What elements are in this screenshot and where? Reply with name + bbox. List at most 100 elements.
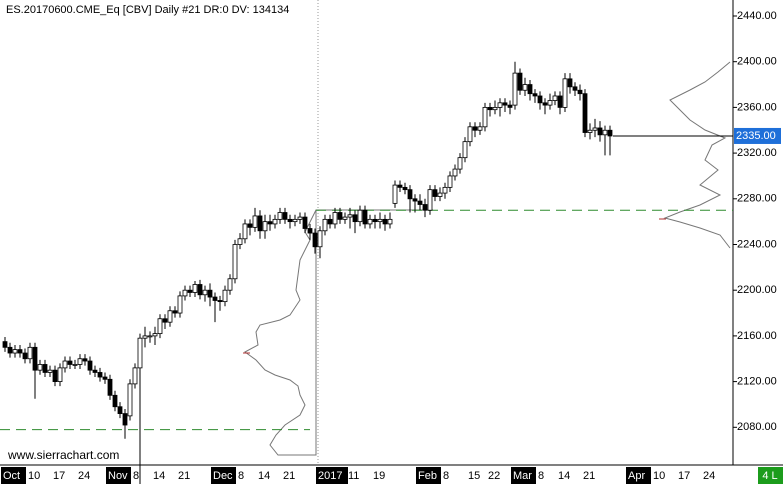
x-tick-label: 19	[373, 470, 385, 482]
candle-body	[2, 341, 8, 348]
candle-body	[192, 284, 198, 293]
month-label-box	[416, 467, 441, 484]
x-tick-label: 14	[258, 470, 270, 482]
y-tick-label: 2160.00	[737, 330, 777, 342]
candle-body	[532, 93, 538, 97]
candle-body	[407, 189, 413, 200]
x-tick-label: 14	[153, 470, 165, 482]
candle-body	[517, 72, 523, 91]
candle-body	[462, 141, 468, 159]
candle-body	[312, 232, 318, 248]
candle-body	[177, 295, 183, 314]
candle-body	[552, 95, 558, 101]
y-tick-label: 2080.00	[737, 421, 777, 433]
y-tick-label: 2440.00	[737, 10, 777, 22]
x-tick-label: 8	[443, 470, 449, 482]
candle-body	[607, 129, 613, 137]
candle-body	[327, 218, 333, 225]
candle-body	[162, 318, 168, 323]
x-tick-label: Dec	[213, 470, 233, 482]
candle-body	[347, 214, 353, 218]
candle-body	[122, 413, 128, 426]
candle-body	[397, 184, 403, 188]
x-tick-label: Apr	[628, 470, 645, 482]
candle-body	[197, 284, 203, 296]
candle-body	[72, 364, 78, 366]
candle-body	[502, 102, 508, 106]
candle-body	[267, 221, 273, 225]
candle-body	[307, 228, 313, 234]
y-tick-label: 2400.00	[737, 56, 777, 68]
candle-body	[452, 168, 458, 177]
candle-body	[147, 335, 153, 338]
candle-body	[42, 364, 48, 373]
candle-body	[77, 358, 83, 365]
candle-body	[402, 186, 408, 191]
last-price-box	[734, 127, 781, 144]
candle-body	[282, 212, 288, 220]
candle-body	[117, 406, 123, 414]
candle-body	[272, 218, 278, 225]
candle-body	[537, 95, 543, 104]
x-tick-label: 2017	[318, 470, 342, 482]
candle-body	[567, 78, 573, 88]
volume-profile	[244, 209, 433, 456]
candle-body	[367, 218, 373, 225]
candle-body	[182, 289, 188, 297]
candle-body	[152, 333, 158, 337]
candle-body	[132, 367, 138, 385]
candle-body	[437, 192, 443, 197]
x-tick-label: 24	[78, 470, 90, 482]
month-label-box	[211, 467, 236, 484]
candle-body	[247, 223, 253, 228]
candle-body	[557, 95, 563, 108]
candle-body	[527, 84, 533, 95]
candle-body	[82, 358, 88, 362]
candle-body	[482, 106, 488, 128]
candle-body	[497, 102, 503, 108]
x-tick-label: 8	[133, 470, 139, 482]
month-label-box	[511, 467, 536, 484]
candle-body	[227, 278, 233, 291]
candle-body	[362, 209, 368, 225]
candle-body	[7, 346, 13, 354]
candle-body	[352, 214, 358, 223]
chart-title: ES.20170600.CME_Eq [CBV] Daily #21 DR:0 …	[6, 4, 289, 16]
candle-body	[292, 218, 298, 223]
status-badge-box	[758, 467, 783, 484]
y-tick-label: 2120.00	[737, 376, 777, 388]
candle-body	[302, 216, 308, 229]
candle-body	[137, 337, 143, 369]
month-label-box	[1, 467, 26, 484]
volume-profile	[663, 61, 731, 249]
candle-body	[262, 221, 268, 232]
candle-body	[382, 218, 388, 225]
month-label-box	[316, 467, 348, 484]
y-tick-label: 2360.00	[737, 101, 777, 113]
watermark: www.sierrachart.com	[7, 448, 119, 462]
x-tick-label: 17	[678, 470, 690, 482]
candle-body	[62, 360, 68, 369]
x-tick-label: 15	[468, 470, 480, 482]
candle-body	[322, 218, 328, 232]
month-label-box	[106, 467, 131, 484]
x-tick-label: 8	[538, 470, 544, 482]
candle-body	[422, 204, 428, 211]
candle-body	[457, 157, 463, 170]
x-tick-label: 17	[53, 470, 65, 482]
candle-body	[547, 100, 553, 106]
x-tick-label: 10	[653, 470, 665, 482]
candle-body	[477, 126, 483, 131]
candle-body	[207, 289, 213, 298]
month-label-box	[626, 467, 651, 484]
candle-body	[167, 310, 173, 323]
y-tick-label: 2280.00	[737, 193, 777, 205]
candle-body	[342, 216, 348, 220]
candle-body	[442, 186, 448, 194]
last-price-label: 2335.00	[736, 130, 776, 142]
candle-body	[297, 216, 303, 220]
x-tick-label: Nov	[108, 470, 128, 482]
candle-body	[12, 349, 18, 354]
candle-body	[372, 218, 378, 223]
candle-body	[467, 126, 473, 143]
